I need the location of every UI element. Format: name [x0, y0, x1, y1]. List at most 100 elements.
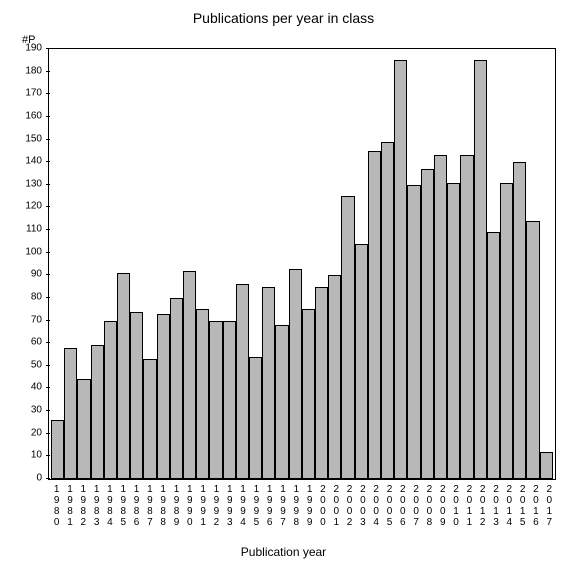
x-tick-label: 2005 — [383, 480, 396, 540]
x-tick-label: 1997 — [276, 480, 289, 540]
bar — [381, 142, 394, 479]
bar — [407, 185, 420, 479]
bar — [434, 155, 447, 479]
y-tick-label: 0 — [36, 473, 42, 484]
bar — [51, 420, 64, 479]
x-tick-label: 1991 — [196, 480, 209, 540]
y-tick-label: 130 — [25, 178, 42, 189]
bar — [262, 287, 275, 479]
y-tick-label: 110 — [26, 224, 42, 235]
y-ticks: 0102030405060708090100110120130140150160… — [0, 48, 46, 478]
y-tick-label: 50 — [31, 359, 42, 370]
bar — [157, 314, 170, 479]
x-tick-label: 1993 — [223, 480, 236, 540]
bar — [249, 357, 262, 479]
x-tick-label: 2003 — [356, 480, 369, 540]
bar — [526, 221, 539, 479]
y-tick-label: 140 — [25, 156, 42, 167]
y-tick-label: 60 — [31, 337, 42, 348]
x-tick-label: 1986 — [130, 480, 143, 540]
x-tick-label: 1992 — [210, 480, 223, 540]
bar — [315, 287, 328, 479]
x-tick-label: 2017 — [543, 480, 556, 540]
x-tick-label: 1994 — [236, 480, 249, 540]
y-tick-label: 170 — [25, 88, 42, 99]
x-tick-label: 1984 — [103, 480, 116, 540]
y-tick-label: 70 — [31, 314, 42, 325]
bar — [513, 162, 526, 479]
bar — [394, 60, 407, 479]
bar — [368, 151, 381, 479]
x-tick-label: 2013 — [489, 480, 502, 540]
x-tick-label: 1980 — [50, 480, 63, 540]
bar — [421, 169, 434, 479]
x-tick-label: 2015 — [516, 480, 529, 540]
x-tick-label: 2001 — [330, 480, 343, 540]
x-tick-label: 1981 — [63, 480, 76, 540]
x-tick-label: 1983 — [90, 480, 103, 540]
x-tick-label: 2004 — [370, 480, 383, 540]
bar — [77, 379, 90, 479]
x-tick-label: 2016 — [529, 480, 542, 540]
x-tick-label: 2006 — [396, 480, 409, 540]
bar — [117, 273, 130, 479]
x-tick-label: 2008 — [423, 480, 436, 540]
y-tick-label: 80 — [31, 291, 42, 302]
x-ticks: 1980198119821983198419851986198719881989… — [48, 480, 558, 540]
x-tick-label: 2011 — [463, 480, 476, 540]
bar — [540, 452, 553, 479]
chart-container: Publications per year in class #P 010203… — [0, 0, 567, 567]
bar — [209, 321, 222, 479]
bar — [170, 298, 183, 479]
y-tick-label: 190 — [25, 43, 42, 54]
bar — [474, 60, 487, 479]
x-tick-label: 1999 — [303, 480, 316, 540]
bar — [302, 309, 315, 479]
y-tick-label: 100 — [25, 246, 42, 257]
x-tick-label: 1982 — [77, 480, 90, 540]
x-tick-label: 2014 — [503, 480, 516, 540]
x-tick-label: 2012 — [476, 480, 489, 540]
x-tick-label: 1998 — [290, 480, 303, 540]
y-tick-label: 30 — [31, 405, 42, 416]
bar — [236, 284, 249, 479]
bar — [341, 196, 354, 479]
x-tick-label: 2010 — [449, 480, 462, 540]
y-tick-label: 20 — [31, 427, 42, 438]
bar — [196, 309, 209, 479]
plot-area — [48, 48, 556, 480]
y-tick-label: 160 — [25, 110, 42, 121]
bar — [223, 321, 236, 479]
y-tick-label: 120 — [25, 201, 42, 212]
x-tick-label: 1985 — [117, 480, 130, 540]
x-tick-label: 1988 — [157, 480, 170, 540]
bar — [447, 183, 460, 479]
y-tick-label: 180 — [25, 65, 42, 76]
x-tick-label: 1987 — [143, 480, 156, 540]
x-tick-label: 2000 — [316, 480, 329, 540]
bar — [500, 183, 513, 479]
y-tick-label: 40 — [31, 382, 42, 393]
bar — [275, 325, 288, 479]
bar — [130, 312, 143, 479]
y-tick-label: 90 — [31, 269, 42, 280]
chart-title: Publications per year in class — [0, 10, 567, 26]
bar — [328, 275, 341, 479]
x-tick-label: 1996 — [263, 480, 276, 540]
bar — [91, 345, 104, 479]
bars-group — [49, 49, 555, 479]
bar — [487, 232, 500, 479]
x-tick-label: 2009 — [436, 480, 449, 540]
bar — [289, 269, 302, 479]
bar — [355, 244, 368, 479]
bar — [460, 155, 473, 479]
x-tick-label: 2007 — [409, 480, 422, 540]
x-tick-label: 1995 — [250, 480, 263, 540]
x-tick-label: 2002 — [343, 480, 356, 540]
bar — [64, 348, 77, 479]
bar — [143, 359, 156, 479]
x-axis-label: Publication year — [0, 545, 567, 559]
x-tick-label: 1989 — [170, 480, 183, 540]
bar — [183, 271, 196, 479]
x-tick-label: 1990 — [183, 480, 196, 540]
